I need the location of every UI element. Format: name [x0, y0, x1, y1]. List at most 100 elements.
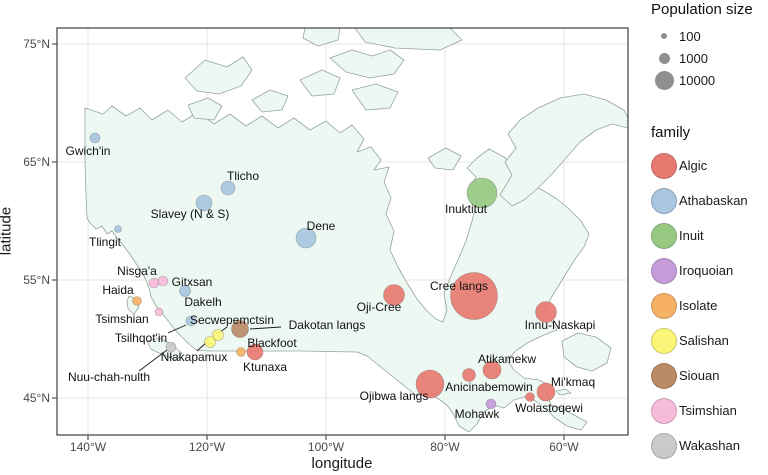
bubble-Gwich'in — [89, 132, 101, 144]
family-legend-row: Siouan — [649, 358, 768, 393]
label-Ojibwa langs: Ojibwa langs — [359, 389, 429, 403]
label-leader-lines — [138, 324, 282, 372]
y-axis-title: latitude — [0, 206, 15, 256]
family-swatch-cell — [649, 397, 679, 424]
population-legend-items: 100 1000 10000 — [649, 25, 768, 91]
canada-mainland — [84, 105, 590, 433]
leader-Nuu-chah-nulth — [138, 349, 168, 372]
family-swatch-cell — [649, 362, 679, 389]
label-Cree langs: Cree langs — [429, 279, 489, 293]
bubble-Blackfoot — [246, 343, 264, 361]
bubble-Tsimshian — [154, 307, 164, 317]
label-Mi'kmaq: Mi'kmaq — [550, 375, 596, 389]
bubble-Ktunaxa — [236, 347, 246, 357]
label-Innu-Naskapi: Innu-Naskapi — [524, 318, 596, 332]
label-Nisga'a: Nisga'a — [117, 264, 157, 278]
bubble-Ojibwa langs — [415, 369, 445, 399]
bubble-Innu-Naskapi — [535, 301, 557, 323]
label-Ktunaxa: Ktunaxa — [242, 360, 288, 374]
bubble-Cree langs — [450, 272, 498, 320]
population-swatch-cell — [649, 33, 679, 39]
label-Nłakapamux: Nłakapamux — [160, 350, 228, 364]
population-legend-row: 1000 — [649, 47, 768, 69]
leader-Dakotan langs — [249, 326, 282, 330]
family-legend-row: Athabaskan — [649, 183, 768, 218]
label-Dene: Dene — [306, 219, 336, 233]
bubble-Inuktitut — [466, 177, 498, 209]
label-Blackfoot: Blackfoot — [247, 336, 297, 350]
label-Inuktitut: Inuktitut — [444, 202, 488, 216]
canada-map — [84, 28, 628, 433]
population-swatch-cell — [649, 52, 679, 64]
family-legend-row: Salishan — [649, 323, 768, 358]
label-Atikamekw: Atikamekw — [477, 352, 537, 366]
family-swatch-cell — [649, 187, 679, 214]
bubble-Dakotan langs — [231, 320, 249, 338]
label-Slavey (N & S): Slavey (N & S) — [150, 207, 230, 221]
population-swatch-cell — [649, 70, 679, 90]
bubble-Atikamekw — [482, 360, 502, 380]
family-legend-row: Algic — [649, 148, 768, 183]
family-legend: family Algic Athabaskan Inuit Iroquoian Isol… — [649, 124, 768, 463]
family-color-swatch — [651, 222, 677, 249]
family-name: Salishan — [679, 333, 729, 348]
population-size-value: 10000 — [679, 72, 716, 88]
label-Wolastoqewi: Wolastoqewi — [515, 401, 583, 415]
x-tick-label: 60°W — [549, 440, 579, 454]
language-bubbles — [89, 132, 557, 410]
label-Haida: Haida — [102, 283, 134, 297]
family-color-swatch — [651, 362, 677, 389]
label-Tsilhqot'in: Tsilhqot'in — [114, 331, 168, 345]
panel-border — [56, 27, 629, 436]
bubble-Tlicho — [220, 180, 236, 196]
bubble-Tsilhqot'in — [185, 315, 197, 327]
family-color-swatch — [651, 152, 677, 179]
family-legend-items: Algic Athabaskan Inuit Iroquoian Isolate Sali… — [649, 148, 768, 463]
population-size-swatch — [658, 52, 670, 64]
label-Nuu-chah-nulth: Nuu-chah-nulth — [67, 370, 151, 384]
label-Tlingit: Tlingit — [88, 235, 122, 249]
family-name: Iroquoian — [679, 263, 734, 278]
label-Dakelh: Dakelh — [184, 295, 222, 309]
family-swatch-cell — [649, 152, 679, 179]
x-tick-label: 140°W — [69, 440, 107, 454]
y-tick-label: 75°N — [23, 37, 50, 51]
bubble-Nłakapamux — [204, 336, 216, 348]
x-tick-label: 120°W — [188, 440, 226, 454]
label-Tlicho: Tlicho — [226, 169, 260, 183]
leader-Tsilhqot'in — [167, 324, 187, 334]
population-size-legend: Population size 100 1000 10000 — [649, 1, 768, 91]
family-color-swatch — [651, 187, 677, 214]
label-Mohawk: Mohawk — [454, 407, 500, 421]
y-tick-label: 55°N — [23, 273, 50, 287]
family-legend-row: Wakashan — [649, 428, 768, 463]
population-legend-title: Population size — [651, 1, 753, 18]
bubble-Gitxsan — [157, 275, 169, 287]
bubble-Oji-Cree — [383, 284, 405, 306]
label-Gitxsan: Gitxsan — [171, 275, 213, 289]
population-legend-row: 100 — [649, 25, 768, 47]
population-size-swatch — [654, 70, 674, 90]
family-name: Algic — [679, 158, 708, 173]
bubble-Wolastoqewi — [525, 392, 535, 402]
bubble-Secwepemctsin — [212, 329, 224, 341]
bubble-Mohawk — [485, 398, 497, 410]
family-swatch-cell — [649, 257, 679, 284]
family-swatch-cell — [649, 327, 679, 354]
population-size-swatch — [661, 33, 667, 39]
label-Secwepemctsin: Secwepemctsin — [189, 313, 275, 327]
family-swatch-cell — [649, 432, 679, 459]
family-color-swatch — [651, 257, 677, 284]
family-legend-row: Tsimshian — [649, 393, 768, 428]
family-legend-title: family — [651, 124, 691, 141]
y-tick-label: 45°N — [23, 391, 50, 405]
bubble-Dene — [295, 227, 317, 249]
family-name: Wakashan — [679, 438, 740, 453]
population-size-value: 100 — [679, 28, 701, 44]
family-color-swatch — [651, 432, 677, 459]
family-name: Inuit — [679, 228, 704, 243]
bubble-Tlingit — [114, 225, 122, 233]
population-size-value: 1000 — [679, 50, 708, 66]
family-color-swatch — [651, 327, 677, 354]
